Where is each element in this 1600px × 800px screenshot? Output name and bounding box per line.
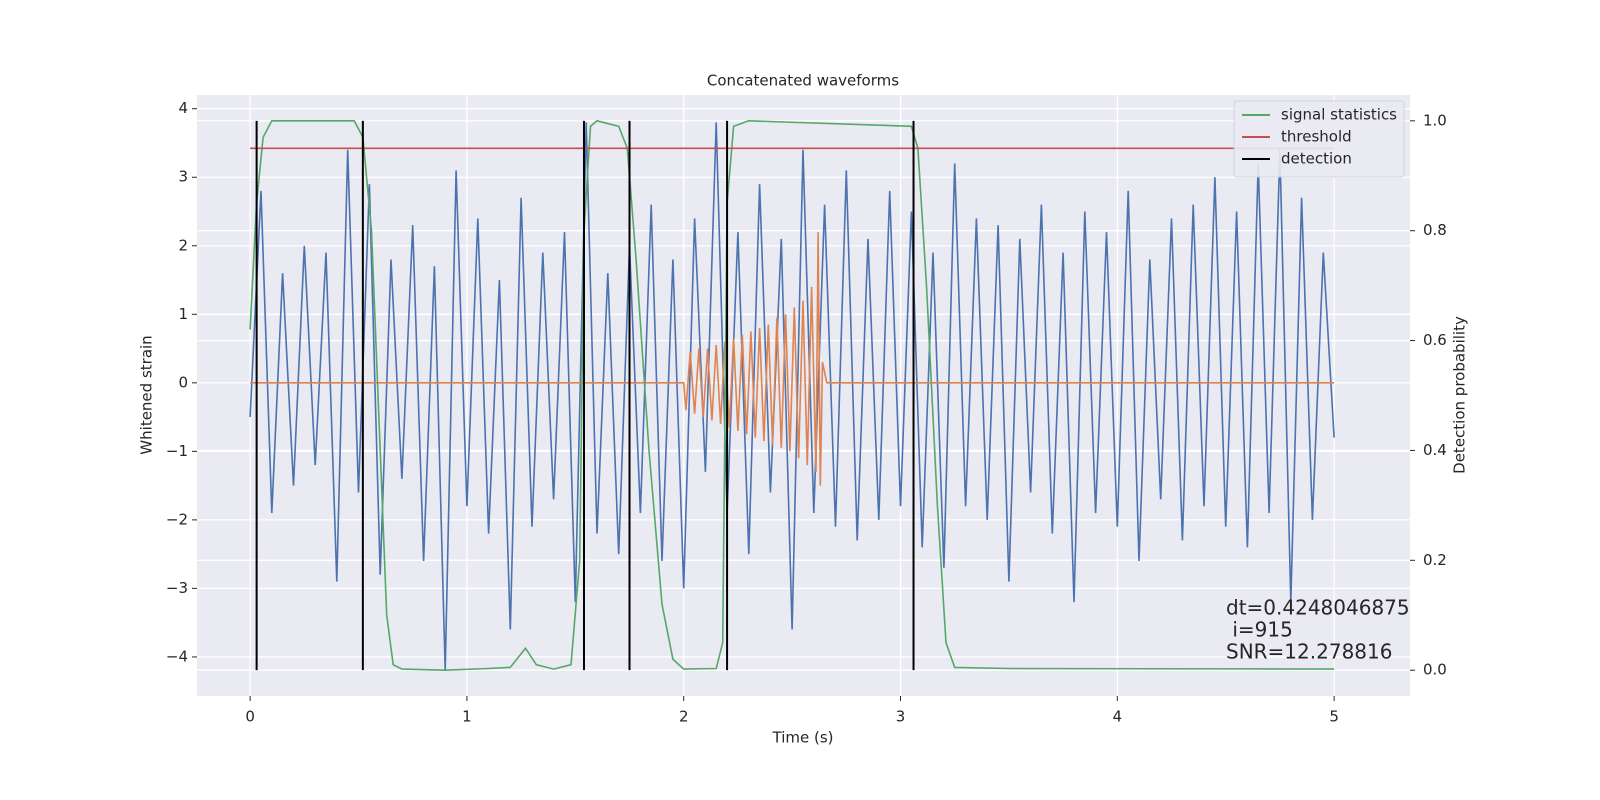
series-line: [249, 119, 1335, 672]
annotation: i=915: [1226, 618, 1293, 642]
y-tick-label: 2: [178, 236, 188, 254]
series-line: [249, 122, 1335, 671]
legend-box: [1233, 100, 1405, 178]
x-tick-label: 3: [896, 708, 906, 726]
x-tick-label: 5: [1329, 708, 1339, 726]
y-tick-label: 3: [178, 168, 188, 186]
x-tick-label: 1: [462, 708, 472, 726]
y2-tick-label: 0.6: [1423, 331, 1447, 349]
x-tick-label: 0: [245, 708, 255, 726]
y2-tick-label: 1.0: [1423, 111, 1447, 129]
y-tick-label: 4: [178, 99, 188, 117]
y-tick-label: 1: [178, 305, 188, 323]
y-axis-label: Whitened strain: [138, 335, 156, 454]
y2-tick-label: 0.8: [1423, 221, 1447, 239]
y2-tick-label: 0.2: [1423, 551, 1447, 569]
y2-tick-label: 0.4: [1423, 441, 1447, 459]
chart-title: Concatenated waveforms: [707, 72, 899, 90]
annotation: dt=0.4248046875: [1226, 596, 1410, 620]
y-tick-label: −4: [166, 647, 188, 665]
legend: signal statistics threshold detection: [1233, 100, 1405, 178]
y2-tick-label: 0.0: [1423, 661, 1447, 679]
x-tick-label: 4: [1113, 708, 1123, 726]
y2-axis-label: Detection probability: [1451, 316, 1469, 474]
y-tick-label: −1: [166, 442, 188, 460]
y-tick-label: −2: [166, 510, 188, 528]
x-axis-label: Time (s): [772, 729, 834, 747]
legend-label: threshold: [1281, 128, 1352, 146]
series-line: [250, 232, 1335, 486]
annotation: SNR=12.278816: [1226, 640, 1392, 664]
x-tick-label: 2: [679, 708, 689, 726]
legend-label: signal statistics: [1281, 106, 1397, 124]
y-tick-label: −3: [166, 579, 188, 597]
legend-label: detection: [1281, 150, 1352, 168]
y-tick-label: 0: [178, 373, 188, 391]
